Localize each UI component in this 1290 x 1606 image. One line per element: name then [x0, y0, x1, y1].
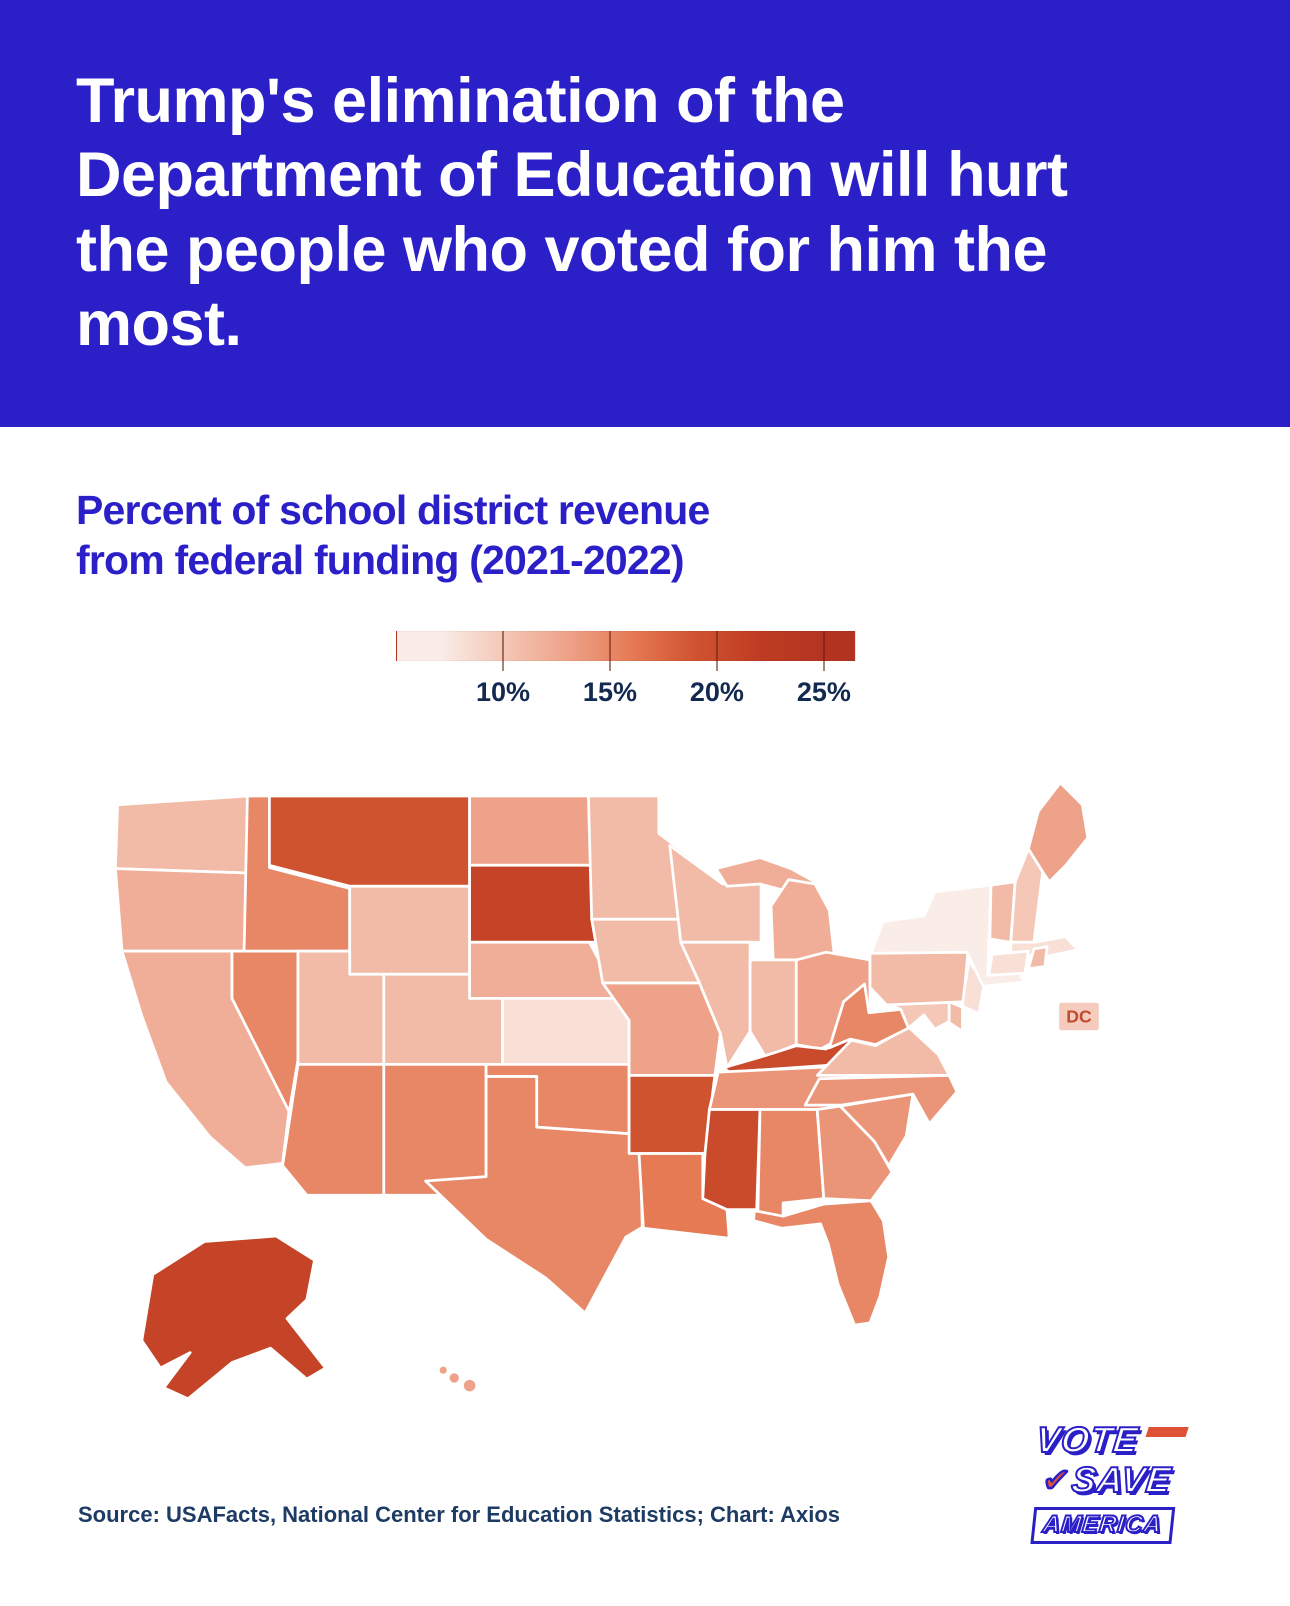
state-new-hampshire[interactable] [1009, 847, 1045, 945]
state-mississippi[interactable] [701, 1108, 762, 1212]
legend-tick-mark [822, 631, 825, 672]
state-hawaii[interactable] [437, 1365, 449, 1376]
state-rhode-island[interactable] [1027, 945, 1049, 971]
legend-tick-mark [501, 631, 504, 672]
state-alaska[interactable] [140, 1234, 327, 1401]
state-michigan[interactable] [769, 878, 837, 962]
state-washington[interactable] [114, 794, 249, 875]
state-north-dakota[interactable] [468, 794, 600, 868]
legend-ticks: 10% 15% 20% 25% [396, 631, 856, 709]
vsa-logo: VOTE ✔ SAVE AMERICA [1015, 1418, 1198, 1544]
state-arkansas[interactable] [627, 1074, 717, 1156]
state-montana[interactable] [268, 794, 471, 888]
vsa-row-save: ✔ SAVE [1020, 1458, 1194, 1501]
state-north-carolina[interactable] [803, 1074, 959, 1126]
dc-label-box [1059, 1003, 1099, 1031]
source-attribution: Source: USAFacts, National Center for Ed… [78, 1502, 840, 1527]
vsa-vote-text: VOTE [1033, 1418, 1141, 1461]
state-south-dakota[interactable] [468, 864, 600, 945]
headline-banner: Trump's elimination of the Department of… [0, 0, 1290, 428]
legend-tick-mark [608, 631, 611, 672]
state-delaware[interactable] [947, 1000, 964, 1034]
legend-tick-label: 20% [689, 677, 744, 708]
red-dash-icon [1145, 1427, 1189, 1437]
state-new-mexico[interactable] [382, 1063, 488, 1198]
legend-tick-label: 25% [796, 677, 851, 708]
vsa-america-box: AMERICA [1029, 1507, 1175, 1544]
headline: Trump's elimination of the Department of… [76, 66, 1068, 359]
state-kansas[interactable] [501, 997, 631, 1067]
state-wyoming[interactable] [348, 885, 471, 976]
dc-label: DC [1066, 1007, 1092, 1027]
state-oregon[interactable] [114, 867, 249, 953]
state-hawaii[interactable] [447, 1371, 461, 1385]
state-texas[interactable] [424, 1075, 644, 1315]
state-wisconsin[interactable] [668, 844, 763, 945]
state-indiana[interactable] [748, 958, 798, 1059]
legend-tick-label: 15% [582, 677, 637, 708]
chart-title: Percent of school district revenue from … [76, 487, 710, 584]
vsa-america-text: AMERICA [1041, 1510, 1165, 1539]
state-connecticut[interactable] [987, 950, 1030, 978]
state-maine[interactable] [1027, 781, 1090, 884]
legend-tick-mark [715, 631, 718, 672]
vsa-row-vote: VOTE [1024, 1418, 1198, 1461]
color-legend: 10% 15% 20% 25% [396, 631, 856, 709]
map-svg: DC [114, 781, 1099, 1401]
us-choropleth-map: DC [56, 719, 1290, 1428]
vsa-row-america: AMERICA [1015, 1502, 1189, 1544]
legend-gradient-bar [396, 631, 856, 662]
vsa-save-text: SAVE [1069, 1458, 1175, 1501]
check-icon: ✔ [1040, 1461, 1072, 1499]
state-hawaii[interactable] [462, 1378, 478, 1394]
state-arizona[interactable] [281, 1063, 386, 1198]
legend-tick-label: 10% [475, 677, 530, 708]
state-pennsylvania[interactable] [868, 951, 970, 1007]
state-alabama[interactable] [756, 1108, 826, 1218]
state-florida[interactable] [752, 1199, 891, 1327]
